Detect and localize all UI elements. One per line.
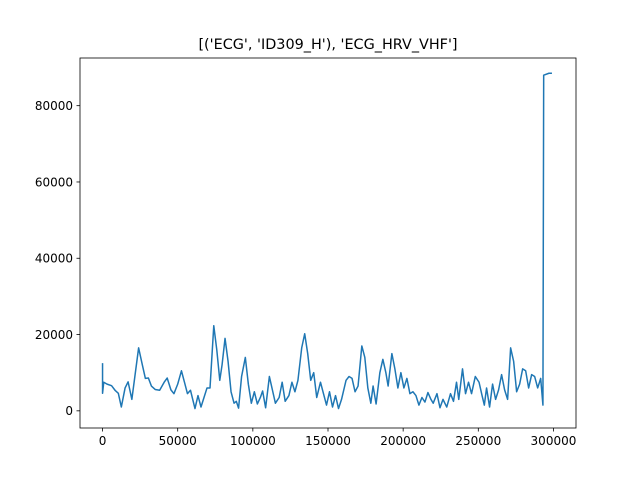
x-tick-label: 150000 (305, 434, 351, 448)
x-tick-label: 100000 (230, 434, 276, 448)
y-tick-label: 0 (65, 404, 73, 418)
series-line-0 (101, 72, 552, 410)
x-tick-label: 300000 (531, 434, 577, 448)
x-tick-label: 50000 (159, 434, 197, 448)
x-tick-label: 250000 (455, 434, 501, 448)
x-tick-label: 200000 (380, 434, 426, 448)
y-tick-label: 40000 (35, 252, 73, 266)
x-axis: 0 50000 100000 150000 200000 250000 300000 (99, 428, 577, 448)
y-tick-label: 80000 (35, 99, 73, 113)
y-tick-label: 60000 (35, 175, 73, 189)
y-axis: 0 20000 40000 60000 80000 (35, 99, 80, 418)
y-tick-label: 20000 (35, 328, 73, 342)
chart-title: [('ECG', 'ID309_H'), 'ECG_HRV_VHF'] (198, 37, 457, 53)
x-tick-label: 0 (99, 434, 107, 448)
plot-area (101, 72, 552, 410)
